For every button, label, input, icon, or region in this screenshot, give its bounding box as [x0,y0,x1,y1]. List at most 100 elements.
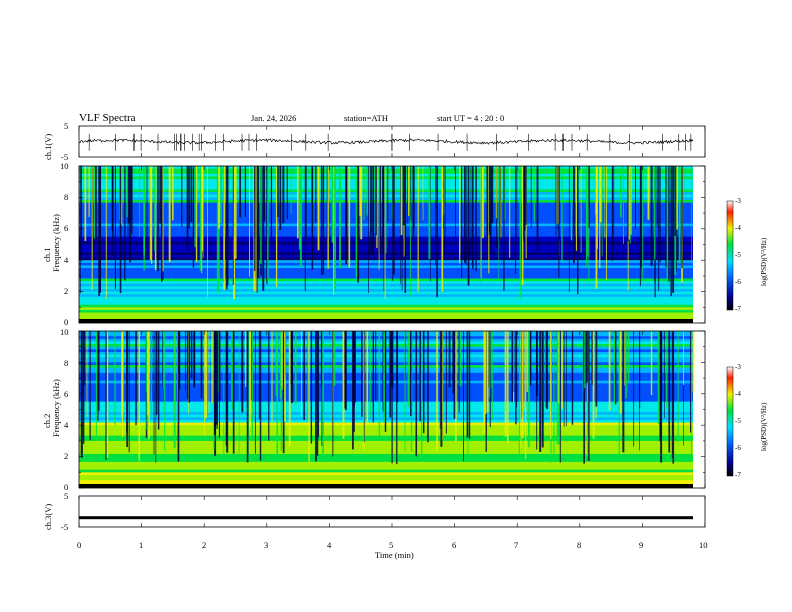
sferic-line [143,166,145,271]
sferic-line [327,166,329,269]
sferic-line [565,331,567,426]
sferic-line [186,166,189,252]
sferic-line [135,331,137,426]
sferic-line [647,166,650,220]
sferic-line [161,166,163,282]
sferic-line [359,166,361,216]
station-label: station=ATH [344,113,388,123]
sferic-line [402,166,405,226]
sferic-line [692,331,695,393]
cb2-tick: -3 [735,363,741,371]
sferic-line [235,166,237,259]
sferic-line [601,166,603,257]
sferic-line [663,331,665,419]
sferic-line [491,166,494,224]
sferic-line [459,166,461,255]
sferic-line [458,331,460,413]
sferic-line [263,166,266,221]
sferic-line [670,166,672,297]
sferic-line [635,166,636,230]
sferic-line [201,166,204,252]
sferic-line [583,331,586,388]
sferic-line [444,166,446,256]
sferic-line [417,166,419,292]
sferic-line [187,331,189,414]
sferic-line [279,166,282,231]
sferic-line [128,331,130,453]
sferic-line [258,331,260,420]
sferic-line [650,331,653,396]
sferic-line [489,331,491,428]
sferic-line [410,331,413,452]
sferic-line [535,331,538,396]
sferic-line [238,331,240,458]
sferic-line [556,166,558,230]
sferic-line [148,331,150,439]
sferic-line [114,166,116,290]
sferic-line [279,331,282,399]
sferic-line [624,331,626,386]
sferic-line [550,331,552,440]
sferic-line [129,166,132,263]
sferic-line [596,166,598,229]
ch2-spectrogram [79,331,695,489]
sferic-line [105,166,107,299]
sferic-line [422,166,424,221]
sferic-line [391,331,393,464]
sferic-line [294,331,297,406]
sferic-line [146,166,148,259]
spectrogram-band [79,294,693,298]
sferic-line [611,166,613,261]
spectrogram-band [79,265,693,269]
spectrogram-band [79,302,693,306]
sferic-line [558,166,560,241]
sferic-line [204,331,206,436]
sferic-line [86,331,88,418]
sferic-line [495,166,497,219]
sferic-line [267,166,269,282]
cb1-tick: -4 [735,224,741,232]
sferic-line [595,331,598,407]
sferic-line [485,331,487,415]
sferic-line [194,166,197,248]
sferic-line [226,166,228,290]
sferic-line [605,166,607,281]
sferic-line [546,331,548,410]
sferic-line [157,331,160,430]
sferic-line [678,166,681,264]
sferic-line [435,166,437,266]
sferic-line [545,331,547,408]
sferic-line [623,166,624,244]
cb1-tick: -7 [735,305,741,313]
sferic-line [363,331,365,443]
sferic-line [521,166,524,286]
spectrogram-band [79,307,693,311]
sferic-line [436,331,438,450]
sferic-line [270,166,273,247]
sferic-line [111,166,114,231]
sferic-line [575,166,577,251]
sferic-line [668,166,670,282]
sferic-line [259,331,262,461]
sferic-line [550,331,553,414]
sferic-line [223,331,225,462]
sferic-line [525,166,527,225]
spectrogram-band [79,451,693,455]
spectrogram-band [79,262,693,266]
sferic-line [498,166,500,279]
x-tick-label: 2 [202,540,207,550]
sferic-line [384,331,387,400]
sferic-line [246,331,249,463]
sferic-line [583,331,585,423]
start-time-label: start UT = 4 : 20 : 0 [437,113,505,123]
sferic-line [529,331,532,386]
sferic-line [332,331,334,457]
sferic-line [363,166,365,220]
sferic-line [151,166,153,264]
sferic-line [419,331,422,422]
sferic-line [676,166,678,230]
sferic-line [257,166,260,278]
ch1-spec-ytick: 6 [64,223,69,233]
sferic-line [331,166,334,243]
spectrogram-band [79,257,693,261]
